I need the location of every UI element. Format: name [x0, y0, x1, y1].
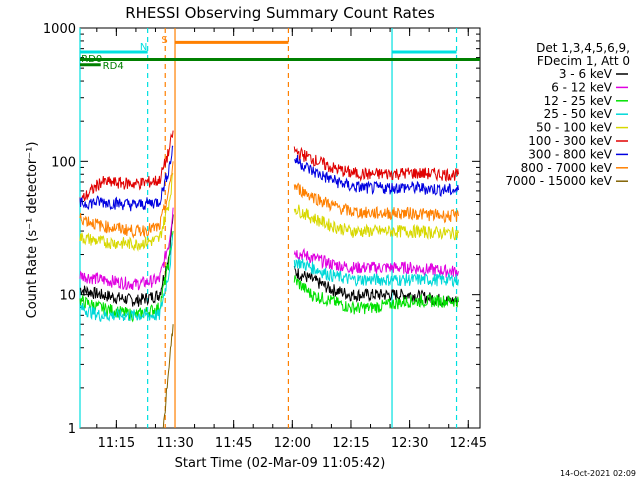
series-line: [79, 172, 174, 252]
series-line: [162, 324, 174, 429]
chart-title: RHESSI Observing Summary Count Rates: [125, 4, 435, 22]
series-line: [293, 247, 459, 278]
series-line: [79, 145, 174, 212]
flag-label: RD0: [81, 54, 102, 65]
legend-entry-label: 12 - 25 keV: [544, 94, 613, 108]
series-line: [293, 182, 459, 224]
flag-label: RD4: [103, 61, 124, 72]
legend-header: FDecim 1, Att 0: [537, 54, 630, 68]
y-tick-label: 100: [51, 155, 76, 170]
legend-entry-label: 800 - 7000 keV: [521, 161, 613, 175]
x-tick-label: 12:00: [274, 436, 311, 451]
x-tick-label: 11:15: [98, 436, 135, 451]
flag-label: S: [161, 35, 167, 46]
legend-entry-label: 6 - 12 keV: [551, 80, 613, 94]
y-tick-label: 1: [68, 422, 76, 437]
series-line: [79, 214, 174, 307]
x-tick-label: 12:30: [391, 436, 428, 451]
series-line: [293, 146, 459, 183]
legend-entry-label: 300 - 800 keV: [528, 147, 612, 161]
y-axis-label: Count Rate (s⁻¹ detector⁻¹): [25, 142, 40, 319]
series-line: [79, 130, 174, 205]
x-tick-label: 11:45: [215, 436, 252, 451]
legend: Det 1,3,4,5,6,9,FDecim 1, Att 03 - 6 keV…: [505, 41, 630, 188]
y-tick-label: 1000: [43, 22, 76, 37]
legend-header: Det 1,3,4,5,6,9,: [536, 41, 630, 55]
legend-entry-label: 7000 - 15000 keV: [505, 174, 612, 188]
flag-label: N: [140, 42, 147, 53]
x-axis-label: Start Time (02-Mar-09 11:05:42): [175, 456, 386, 471]
x-tick-label: 12:45: [450, 436, 487, 451]
series-line: [79, 234, 174, 322]
x-tick-label: 12:15: [332, 436, 369, 451]
series-line: [293, 258, 459, 288]
series-line: [79, 161, 174, 239]
legend-entry-label: 3 - 6 keV: [559, 67, 613, 81]
legend-entry-label: 100 - 300 keV: [528, 134, 612, 148]
x-tick-label: 11:30: [156, 436, 193, 451]
legend-entry-label: 25 - 50 keV: [544, 107, 613, 121]
series-line: [293, 155, 459, 197]
timestamp-footer: 14-Oct-2021 02:09: [560, 469, 636, 478]
legend-entry-label: 50 - 100 keV: [536, 121, 613, 135]
plot-area: 1 10 100 1000 11:15 11:30 11:45 12:00 12:15 12:30…: [43, 22, 487, 451]
series-line: [79, 207, 174, 291]
series-line: [293, 275, 459, 315]
y-tick-label: 10: [59, 289, 76, 304]
series-line: [293, 204, 459, 241]
